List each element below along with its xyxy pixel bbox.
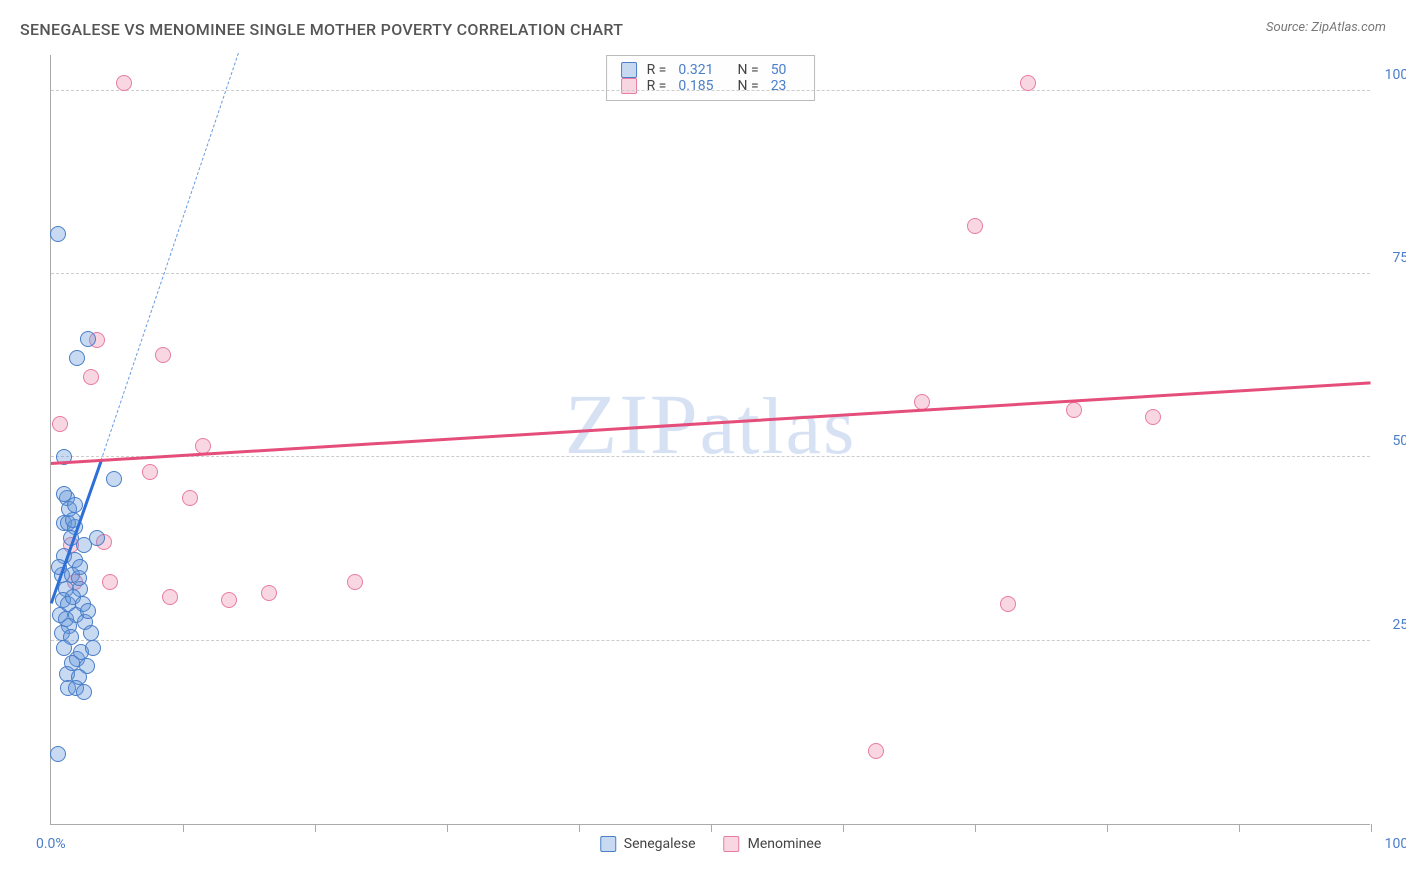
scatter-point bbox=[155, 347, 171, 363]
correlation-legend: R = 0.321 N = 50 R = 0.185 N = 23 bbox=[606, 55, 816, 101]
scatter-point bbox=[142, 464, 158, 480]
y-tick-label: 25.0% bbox=[1375, 617, 1406, 633]
scatter-point bbox=[50, 746, 66, 762]
y-tick-label: 100.0% bbox=[1375, 67, 1406, 83]
scatter-point bbox=[102, 574, 118, 590]
r-value: 0.321 bbox=[676, 62, 727, 78]
scatter-point bbox=[1066, 402, 1082, 418]
scatter-point bbox=[182, 490, 198, 506]
trend-line bbox=[101, 53, 239, 460]
legend-item: Senegalese bbox=[600, 836, 696, 852]
swatch-menominee-icon bbox=[621, 78, 637, 94]
n-value: 50 bbox=[769, 62, 801, 78]
scatter-point bbox=[80, 603, 96, 619]
scatter-point bbox=[69, 350, 85, 366]
legend-label: Menominee bbox=[748, 836, 822, 852]
x-tick bbox=[447, 824, 448, 832]
scatter-point bbox=[83, 625, 99, 641]
legend-item: Menominee bbox=[724, 836, 822, 852]
scatter-point bbox=[967, 218, 983, 234]
scatter-point bbox=[72, 559, 88, 575]
scatter-point bbox=[261, 585, 277, 601]
x-tick bbox=[843, 824, 844, 832]
trend-line bbox=[51, 382, 1371, 465]
x-tick bbox=[1371, 824, 1372, 832]
series-legend: Senegalese Menominee bbox=[600, 836, 821, 852]
scatter-point bbox=[89, 530, 105, 546]
legend-row: R = 0.185 N = 23 bbox=[621, 78, 801, 94]
n-label: N = bbox=[738, 78, 759, 94]
x-tick bbox=[975, 824, 976, 832]
gridline bbox=[51, 90, 1370, 91]
chart-header: SENEGALESE VS MENOMINEE SINGLE MOTHER PO… bbox=[20, 20, 1386, 39]
n-label: N = bbox=[738, 62, 759, 78]
r-value: 0.185 bbox=[676, 78, 727, 94]
scatter-point bbox=[80, 331, 96, 347]
r-label: R = bbox=[647, 78, 667, 94]
n-value: 23 bbox=[769, 78, 801, 94]
legend-row: R = 0.321 N = 50 bbox=[621, 62, 801, 78]
scatter-point bbox=[116, 75, 132, 91]
scatter-point bbox=[106, 471, 122, 487]
scatter-point bbox=[67, 497, 83, 513]
scatter-point bbox=[1145, 409, 1161, 425]
scatter-point bbox=[1020, 75, 1036, 91]
source-label: Source: ZipAtlas.com bbox=[1266, 20, 1386, 35]
scatter-point bbox=[162, 589, 178, 605]
x-axis-min-label: 0.0% bbox=[36, 836, 66, 852]
x-tick bbox=[711, 824, 712, 832]
swatch-senegalese-icon bbox=[600, 836, 616, 852]
scatter-point bbox=[64, 655, 80, 671]
plot-area: ZIPatlas R = 0.321 N = 50 R = 0.185 N = … bbox=[50, 55, 1370, 825]
x-tick bbox=[1107, 824, 1108, 832]
scatter-point bbox=[76, 684, 92, 700]
scatter-point bbox=[868, 743, 884, 759]
x-tick bbox=[315, 824, 316, 832]
scatter-point bbox=[52, 416, 68, 432]
x-tick bbox=[1239, 824, 1240, 832]
chart-title: SENEGALESE VS MENOMINEE SINGLE MOTHER PO… bbox=[20, 20, 623, 39]
y-tick-label: 50.0% bbox=[1375, 433, 1406, 449]
swatch-menominee-icon bbox=[724, 836, 740, 852]
scatter-point bbox=[85, 640, 101, 656]
x-tick bbox=[183, 824, 184, 832]
scatter-point bbox=[50, 226, 66, 242]
gridline bbox=[51, 640, 1370, 641]
chart-container: SENEGALESE VS MENOMINEE SINGLE MOTHER PO… bbox=[0, 0, 1406, 892]
swatch-senegalese-icon bbox=[621, 62, 637, 78]
scatter-point bbox=[1000, 596, 1016, 612]
x-axis-max-label: 100.0% bbox=[1385, 836, 1406, 852]
scatter-point bbox=[221, 592, 237, 608]
x-tick bbox=[579, 824, 580, 832]
r-label: R = bbox=[647, 62, 667, 78]
scatter-point bbox=[83, 369, 99, 385]
legend-label: Senegalese bbox=[624, 836, 696, 852]
y-tick-label: 75.0% bbox=[1375, 250, 1406, 266]
gridline bbox=[51, 456, 1370, 457]
gridline bbox=[51, 273, 1370, 274]
scatter-point bbox=[347, 574, 363, 590]
